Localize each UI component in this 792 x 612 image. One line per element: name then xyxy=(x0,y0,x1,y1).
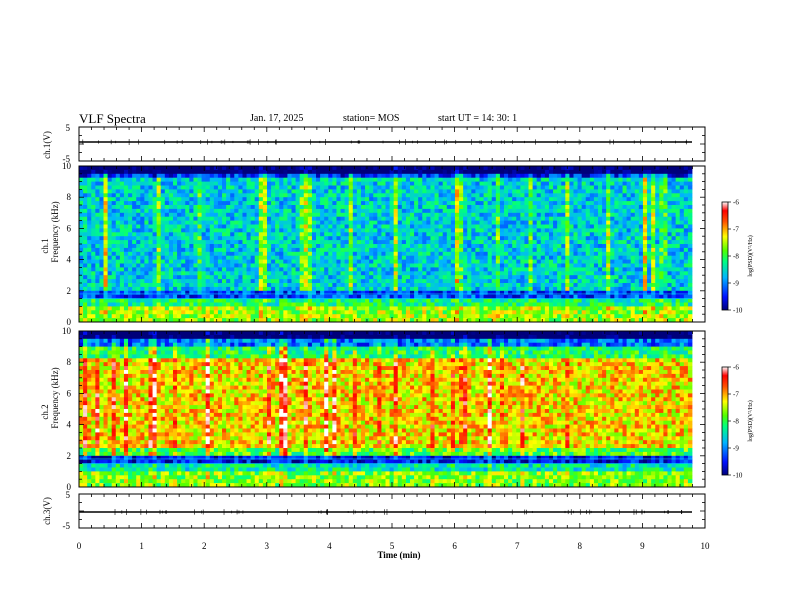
ch1-colorbar: -6 -7 -8 -9 -10 log(PSD)(V²/Hz) xyxy=(721,199,754,315)
ch2-frequency-label: Frequency (kHz) xyxy=(50,367,60,428)
ch1-voltage-ylabel: ch.1(V) xyxy=(42,131,52,159)
freq-tick-label: 6 xyxy=(67,223,72,233)
ch1-frequency-label: Frequency (kHz) xyxy=(50,201,60,262)
chart-title: VLF Spectra xyxy=(79,111,146,126)
ch3-voltage-ticks xyxy=(78,493,706,529)
freq-tick-label: 0 xyxy=(67,482,72,492)
colorbar-tick-label: -7 xyxy=(733,226,739,234)
time-tick-label: 1 xyxy=(139,541,144,551)
colorbar-tick-label: -9 xyxy=(733,445,739,453)
freq-tick-label: 0 xyxy=(67,317,72,327)
date-label: Jan. 17, 2025 xyxy=(250,113,304,124)
freq-tick-label: 8 xyxy=(67,192,72,202)
ch1-channel-label: ch.1 xyxy=(40,238,50,253)
colorbar-tick-label: -8 xyxy=(733,253,739,261)
ch2-colorbar-gradient xyxy=(721,366,729,476)
ch1-colorbar-label: log(PSD)(V²/Hz) xyxy=(747,235,754,276)
time-tick-label: 10 xyxy=(701,541,711,551)
ch3-ytick-neg5: -5 xyxy=(63,521,71,531)
ch3-ytick-5: 5 xyxy=(66,490,71,500)
colorbar-tick-label: -9 xyxy=(733,280,739,288)
ch2-spectrogram-image xyxy=(79,331,693,488)
time-tick-label: 4 xyxy=(327,541,332,551)
ch1-ytick-5: 5 xyxy=(66,123,71,133)
time-tick-label: 8 xyxy=(578,541,583,551)
ch1-spectrogram-ticks xyxy=(78,165,706,323)
colorbar-tick-label: -6 xyxy=(733,364,739,372)
ch1-voltage-panel: 5 -5 ch.1(V) xyxy=(42,123,706,164)
ch1-spectrogram-panel: 0 2 4 6 8 10 ch.1 Frequency (kHz) xyxy=(40,161,706,327)
time-tick-label: 6 xyxy=(452,541,457,551)
colorbar-tick-label: -10 xyxy=(733,307,743,315)
ch2-ytick-labels: 0 2 4 6 8 10 xyxy=(62,326,72,492)
freq-tick-label: 2 xyxy=(67,286,72,296)
freq-tick-label: 10 xyxy=(62,161,72,171)
ch1-ytick-neg5: -5 xyxy=(63,154,71,164)
ch2-colorbar-label: log(PSD)(V²/Hz) xyxy=(747,400,754,441)
time-tick-label: 5 xyxy=(390,541,395,551)
ch1-ytick-labels: 0 2 4 6 8 10 xyxy=(62,161,72,327)
ch1-colorbar-gradient xyxy=(721,201,729,311)
freq-tick-label: 2 xyxy=(67,451,72,461)
colorbar-tick-label: -6 xyxy=(733,199,739,207)
colorbar-tick-label: -8 xyxy=(733,418,739,426)
ch2-channel-label: ch.2 xyxy=(40,404,50,419)
time-tick-label: 2 xyxy=(202,541,207,551)
ch1-spectrogram-image xyxy=(79,166,693,323)
freq-tick-label: 10 xyxy=(62,326,72,336)
freq-tick-label: 4 xyxy=(67,255,72,265)
freq-tick-label: 6 xyxy=(67,388,72,398)
colorbar-tick-label: -7 xyxy=(733,391,739,399)
ch2-colorbar: -6 -7 -8 -9 -10 log(PSD)(V²/Hz) xyxy=(721,364,754,480)
colorbar-tick-label: -10 xyxy=(733,472,743,480)
ch2-spectrogram-ticks xyxy=(78,330,706,488)
start-time-label: start UT = 14: 30: 1 xyxy=(438,113,518,124)
time-tick-label: 7 xyxy=(515,541,520,551)
time-tick-label: 3 xyxy=(265,541,270,551)
time-tick-label: 0 xyxy=(77,541,82,551)
freq-tick-label: 8 xyxy=(67,357,72,367)
ch2-spectrogram-panel: 0 2 4 6 8 10 ch.2 Frequency (kHz) xyxy=(40,326,706,492)
time-axis: 0 1 2 3 4 5 6 7 8 9 10 xyxy=(77,541,710,551)
time-tick-label: 9 xyxy=(640,541,645,551)
time-axis-label: Time (min) xyxy=(377,550,420,560)
ch3-voltage-ylabel: ch.3(V) xyxy=(42,497,52,525)
station-label: station= MOS xyxy=(343,113,400,124)
freq-tick-label: 4 xyxy=(67,420,72,430)
ch1-voltage-ticks xyxy=(78,126,706,162)
ch3-voltage-panel: 5 -5 ch.3(V) xyxy=(42,490,706,531)
